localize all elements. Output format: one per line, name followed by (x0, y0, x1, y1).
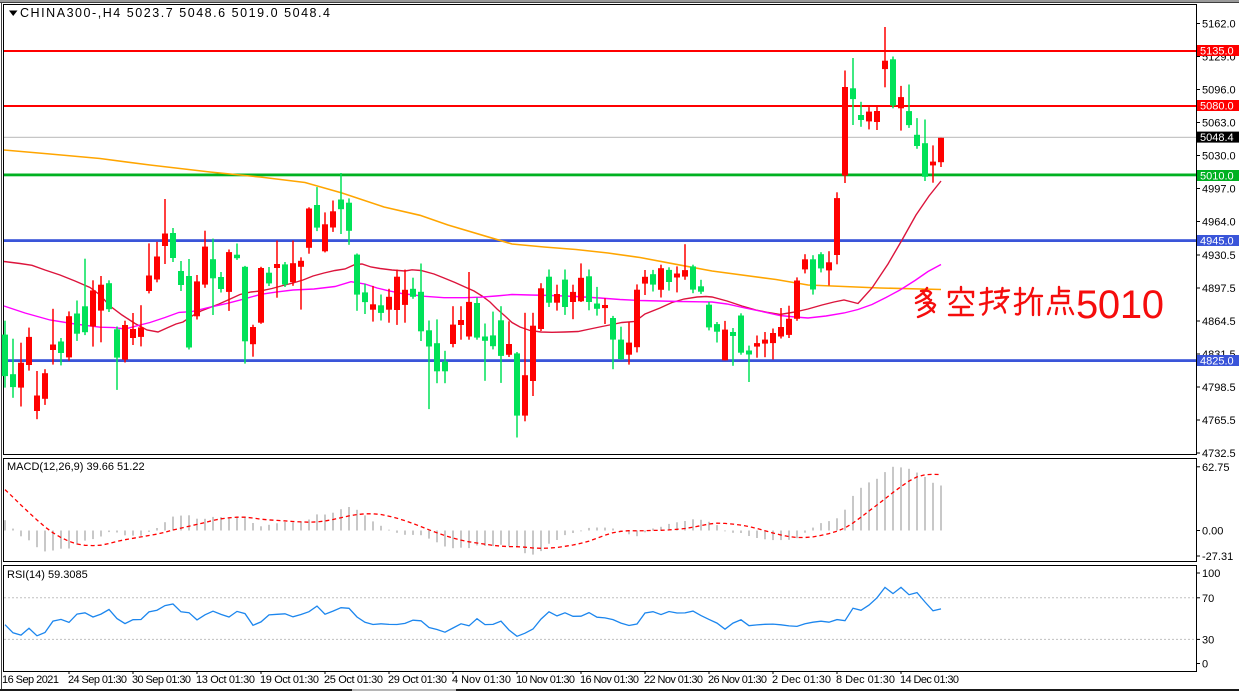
svg-text:5063.0: 5063.0 (1202, 118, 1236, 130)
svg-text:5010: 5010 (1076, 283, 1164, 327)
svg-text:5010.0: 5010.0 (1200, 171, 1234, 183)
svg-text:5030.0: 5030.0 (1202, 151, 1236, 163)
svg-text:4897.5: 4897.5 (1202, 283, 1236, 295)
svg-text:4765.5: 4765.5 (1202, 415, 1236, 427)
svg-text:24 Sep 01:30: 24 Sep 01:30 (68, 674, 127, 686)
svg-text:16 Sep 2021: 16 Sep 2021 (2, 674, 59, 686)
svg-text:22 Nov 01:30: 22 Nov 01:30 (644, 674, 703, 686)
svg-text:19 Oct 01:30: 19 Oct 01:30 (260, 674, 319, 686)
svg-text:4825.0: 4825.0 (1200, 356, 1234, 368)
svg-text:100: 100 (1202, 568, 1220, 580)
svg-text:0: 0 (1202, 659, 1208, 671)
svg-text:30: 30 (1202, 634, 1214, 646)
svg-text:5096.0: 5096.0 (1202, 85, 1236, 97)
svg-text:-27.31: -27.31 (1202, 551, 1233, 563)
svg-text:10 Nov 01:30: 10 Nov 01:30 (516, 674, 575, 686)
svg-text:14 Dec 01:30: 14 Dec 01:30 (900, 674, 959, 686)
svg-text:30 Sep 01:30: 30 Sep 01:30 (132, 674, 191, 686)
svg-text:4732.5: 4732.5 (1202, 448, 1236, 460)
svg-text:5080.0: 5080.0 (1200, 101, 1234, 113)
svg-text:8 Dec 01:30: 8 Dec 01:30 (836, 674, 895, 686)
svg-text:5135.0: 5135.0 (1200, 46, 1234, 58)
svg-text:4798.5: 4798.5 (1202, 382, 1236, 394)
svg-text:4964.0: 4964.0 (1202, 217, 1236, 229)
svg-text:4 Nov 01:30: 4 Nov 01:30 (452, 674, 511, 686)
svg-text:26 Nov 01:30: 26 Nov 01:30 (708, 674, 767, 686)
svg-text:5162.0: 5162.0 (1202, 19, 1236, 31)
svg-text:MACD(12,26,9) 39.66 51.22: MACD(12,26,9) 39.66 51.22 (7, 461, 145, 473)
svg-text:4930.5: 4930.5 (1202, 250, 1236, 262)
svg-text:CHINA300-,H4 5023.7 5048.6 50: CHINA300-,H4 5023.7 5048.6 5019.0 5048.4 (20, 6, 330, 20)
svg-text:2 Dec 01:30: 2 Dec 01:30 (772, 674, 831, 686)
svg-text:62.75: 62.75 (1202, 462, 1230, 474)
svg-text:29 Oct 01:30: 29 Oct 01:30 (388, 674, 447, 686)
svg-text:4997.0: 4997.0 (1202, 184, 1236, 196)
svg-text:70: 70 (1202, 593, 1214, 605)
svg-text:4945.0: 4945.0 (1200, 236, 1234, 248)
svg-text:25 Oct 01:30: 25 Oct 01:30 (324, 674, 383, 686)
svg-text:0.00: 0.00 (1202, 526, 1223, 538)
svg-text:RSI(14) 59.3085: RSI(14) 59.3085 (7, 569, 88, 581)
svg-text:5048.4: 5048.4 (1200, 132, 1234, 144)
svg-text:16 Nov 01:30: 16 Nov 01:30 (580, 674, 639, 686)
svg-text:13 Oct 01:30: 13 Oct 01:30 (196, 674, 255, 686)
svg-text:4864.5: 4864.5 (1202, 316, 1236, 328)
